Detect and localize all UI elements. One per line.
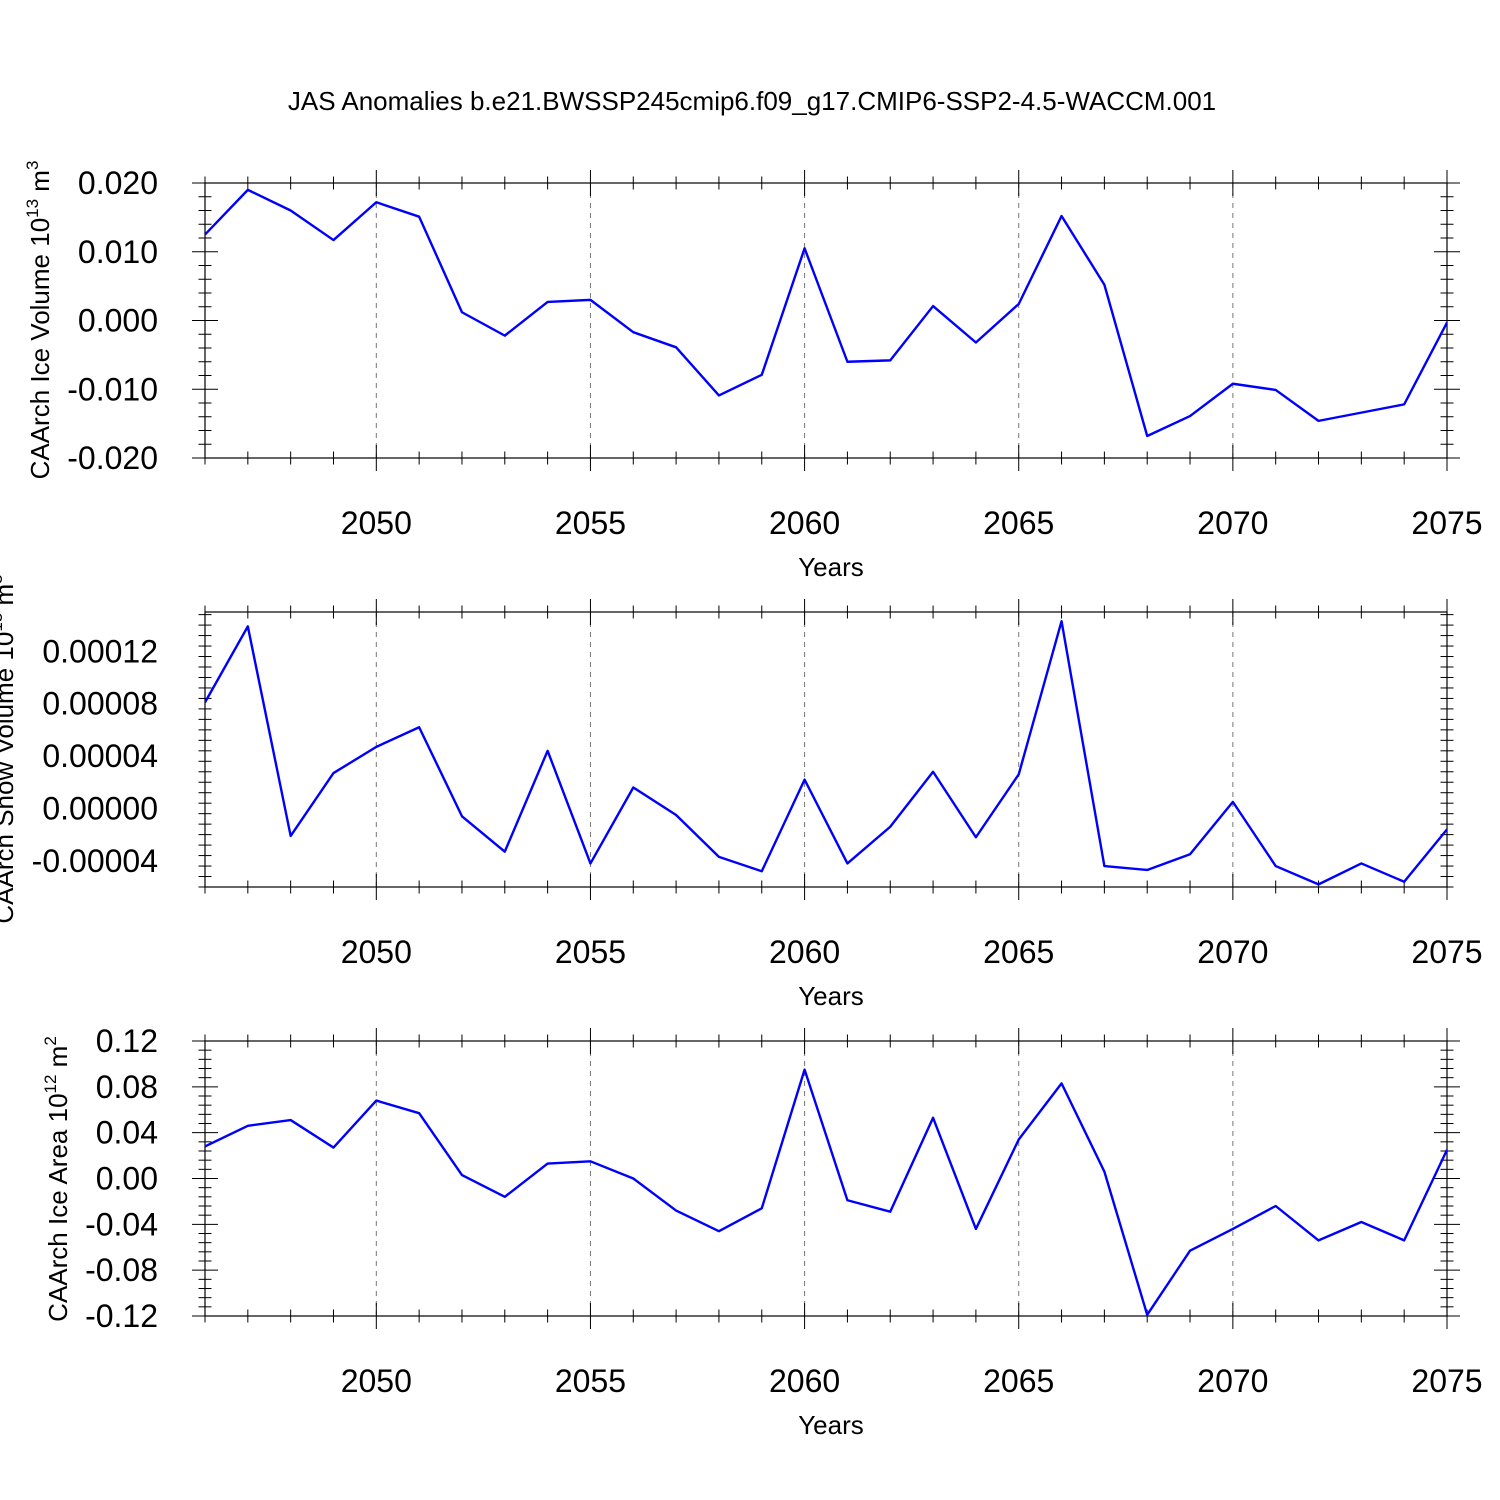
panel-1: -0.020 -0.010 0.000 0.010 0.020 2050 2055 2060 2… <box>23 161 1483 582</box>
y-axis-label-exponent: 13 <box>0 613 6 632</box>
x-tick-label: 2065 <box>983 1363 1054 1399</box>
y-axis-label: CAArch Ice Area 1012 m2 <box>41 1036 73 1322</box>
chart-title: JAS Anomalies b.e21.BWSSP245cmip6.f09_g1… <box>288 86 1216 116</box>
y-axis-label-text: CAArch Ice Volume 10 <box>25 218 55 480</box>
y-axis-label-unit: m <box>0 584 19 613</box>
y-axis-label-exponent: 13 <box>23 199 42 218</box>
y-tick-label: 0.00000 <box>42 790 158 826</box>
y-tick-label: 0.00008 <box>42 686 158 722</box>
y-tick-label: 0.08 <box>96 1069 158 1105</box>
y-tick-label: 0.04 <box>96 1115 158 1151</box>
y-tick-label: 0.00 <box>96 1161 158 1197</box>
x-tick-label: 2065 <box>983 505 1054 541</box>
y-tick-label: -0.04 <box>85 1206 158 1242</box>
x-tick-label: 2050 <box>341 505 412 541</box>
x-tick-label: 2060 <box>769 1363 840 1399</box>
y-axis-label-text: CAArch Ice Area 10 <box>43 1093 73 1321</box>
y-axis-label: CAArch Snow Volume 1013 m3 <box>0 574 19 923</box>
y-tick-label: -0.08 <box>85 1252 158 1288</box>
x-tick-label: 2055 <box>555 505 626 541</box>
y-tick-label: -0.00004 <box>32 843 158 879</box>
y-axis-label: CAArch Ice Volume 1013 m3 <box>23 161 55 480</box>
y-tick-label: 0.00004 <box>42 738 158 774</box>
x-tick-label: 2055 <box>555 1363 626 1399</box>
y-axis-label-text: CAArch Snow Volume 10 <box>0 632 19 924</box>
series-line <box>205 619 1447 886</box>
x-tick-label: 2065 <box>983 934 1054 970</box>
y-axis-label-unit-exponent: 3 <box>0 574 6 583</box>
y-tick-label: 0.020 <box>78 165 158 201</box>
panel-2: -0.00004 0.00000 0.00004 0.00008 0.00012 2050… <box>0 574 1483 1011</box>
series-line <box>205 1068 1447 1317</box>
x-tick-label: 2055 <box>555 934 626 970</box>
y-tick-label: -0.020 <box>67 440 158 476</box>
plot-frame <box>204 611 1448 888</box>
panel-3: -0.12 -0.08 -0.04 0.00 0.04 0.08 0.12 2050 2055 2… <box>41 1023 1483 1440</box>
x-tick-label: 2075 <box>1411 1363 1482 1399</box>
y-axis-label-exponent: 12 <box>41 1075 60 1094</box>
x-tick-label: 2060 <box>769 505 840 541</box>
y-tick-label: 0.00012 <box>42 633 158 669</box>
x-tick-label: 2070 <box>1197 505 1268 541</box>
x-axis-label: Years <box>798 552 864 582</box>
y-tick-label: -0.12 <box>85 1298 158 1334</box>
x-tick-label: 2060 <box>769 934 840 970</box>
y-axis-label-unit-exponent: 2 <box>41 1036 60 1045</box>
series-line <box>205 188 1447 438</box>
y-tick-label: 0.12 <box>96 1023 158 1059</box>
x-tick-label: 2050 <box>341 1363 412 1399</box>
x-axis-label: Years <box>798 981 864 1011</box>
y-tick-label: -0.010 <box>67 371 158 407</box>
y-axis-label-unit: m <box>25 170 55 199</box>
x-tick-label: 2075 <box>1411 505 1482 541</box>
y-axis-label-unit-exponent: 3 <box>23 161 42 170</box>
x-tick-label: 2070 <box>1197 934 1268 970</box>
x-axis-label: Years <box>798 1410 864 1440</box>
y-axis-label-unit: m <box>43 1046 73 1075</box>
x-tick-label: 2050 <box>341 934 412 970</box>
plot-frame <box>204 182 1448 459</box>
y-tick-label: 0.000 <box>78 303 158 339</box>
y-tick-label: 0.010 <box>78 234 158 270</box>
x-tick-label: 2070 <box>1197 1363 1268 1399</box>
plot-frame <box>204 1040 1448 1317</box>
x-tick-label: 2075 <box>1411 934 1482 970</box>
